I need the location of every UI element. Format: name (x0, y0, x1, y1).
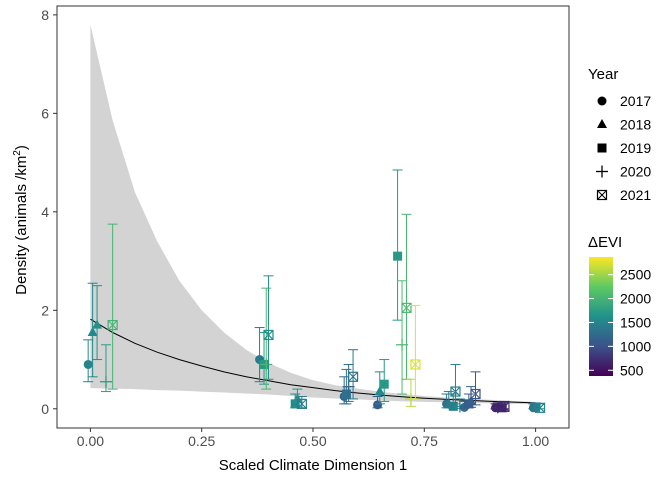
error-bar (401, 213, 412, 380)
data-point (466, 395, 477, 405)
legend-year-label: 2020 (620, 164, 651, 180)
y-tick-label: 2 (41, 302, 49, 318)
x-tick-label: 0.00 (77, 433, 104, 449)
colorbar-tick-label: 1500 (620, 314, 651, 330)
legend-year-label: 2021 (620, 187, 651, 203)
legend-year: Year 2017 2018 2019 2020 2021 (588, 66, 651, 203)
x-tick-label: 0.50 (299, 433, 326, 449)
y-axis: 0 2 4 6 8 (41, 7, 57, 417)
error-bar (450, 363, 461, 405)
x-axis: 0.00 0.25 0.50 0.75 1.00 (77, 428, 549, 449)
y-axis-title: Density (animals /km2) (12, 145, 30, 295)
x-tick-label: 0.25 (188, 433, 215, 449)
legend-year-key (597, 96, 607, 106)
y-tick-label: 6 (41, 105, 49, 121)
legend-year-key (597, 119, 607, 128)
legend-year-label: 2017 (620, 93, 651, 109)
y-tick-label: 4 (41, 204, 49, 220)
y-tick-label: 8 (41, 7, 49, 23)
y-tick-label: 0 (41, 401, 49, 417)
data-point (450, 386, 461, 397)
data-point (92, 319, 103, 329)
x-tick-label: 0.75 (411, 433, 438, 449)
legend-year-key (596, 189, 608, 201)
data-point (341, 389, 351, 399)
data-point (401, 302, 412, 313)
error-bar (261, 287, 272, 390)
ci-ribbon (90, 24, 536, 405)
data-point (497, 403, 507, 413)
data-point (374, 386, 385, 396)
colorbar-tick-label: 1000 (620, 338, 651, 354)
data-point (99, 375, 112, 388)
colorbar-tick-label: 2500 (620, 267, 651, 283)
error-bar (107, 223, 118, 390)
data-point (292, 393, 303, 403)
error-bar (410, 304, 421, 400)
data-point (379, 379, 389, 389)
legend-year-key (596, 165, 608, 178)
data-point (534, 402, 546, 413)
data-point (410, 359, 421, 370)
error-bar (263, 275, 274, 380)
data-point (448, 401, 458, 411)
error-bar (397, 280, 408, 395)
x-axis-title: Scaled Climate Dimension 1 (219, 457, 407, 474)
legend-year-label: 2019 (620, 140, 651, 156)
legend-year-label: 2018 (620, 117, 651, 133)
legend-evi: ΔEVI 500 1000 1500 2000 2500 (588, 234, 651, 378)
data-point (107, 319, 118, 331)
data-point (290, 399, 300, 409)
legend-year-key (597, 143, 607, 153)
fit-line (90, 318, 536, 404)
error-bar (470, 371, 481, 406)
confidence-band (90, 24, 536, 405)
data-point (499, 401, 510, 412)
error-bar (392, 169, 403, 321)
colorbar-tick-label: 2000 (620, 291, 651, 307)
x-tick-label: 1.00 (522, 433, 549, 449)
data-point (260, 358, 273, 371)
data-point (470, 388, 481, 400)
colorbar (589, 257, 613, 376)
data-point (83, 359, 93, 369)
legend-year-title: Year (588, 66, 618, 83)
data-point (87, 326, 98, 336)
fitted-curve (90, 318, 536, 404)
data-point (263, 329, 274, 341)
data-points (83, 169, 546, 414)
legend-evi-title: ΔEVI (588, 234, 622, 251)
error-bar (254, 327, 265, 383)
data-point (296, 398, 307, 409)
data-point (347, 371, 359, 382)
colorbar-tick-label: 500 (620, 362, 644, 378)
error-bar (348, 349, 359, 400)
data-point (393, 251, 403, 261)
